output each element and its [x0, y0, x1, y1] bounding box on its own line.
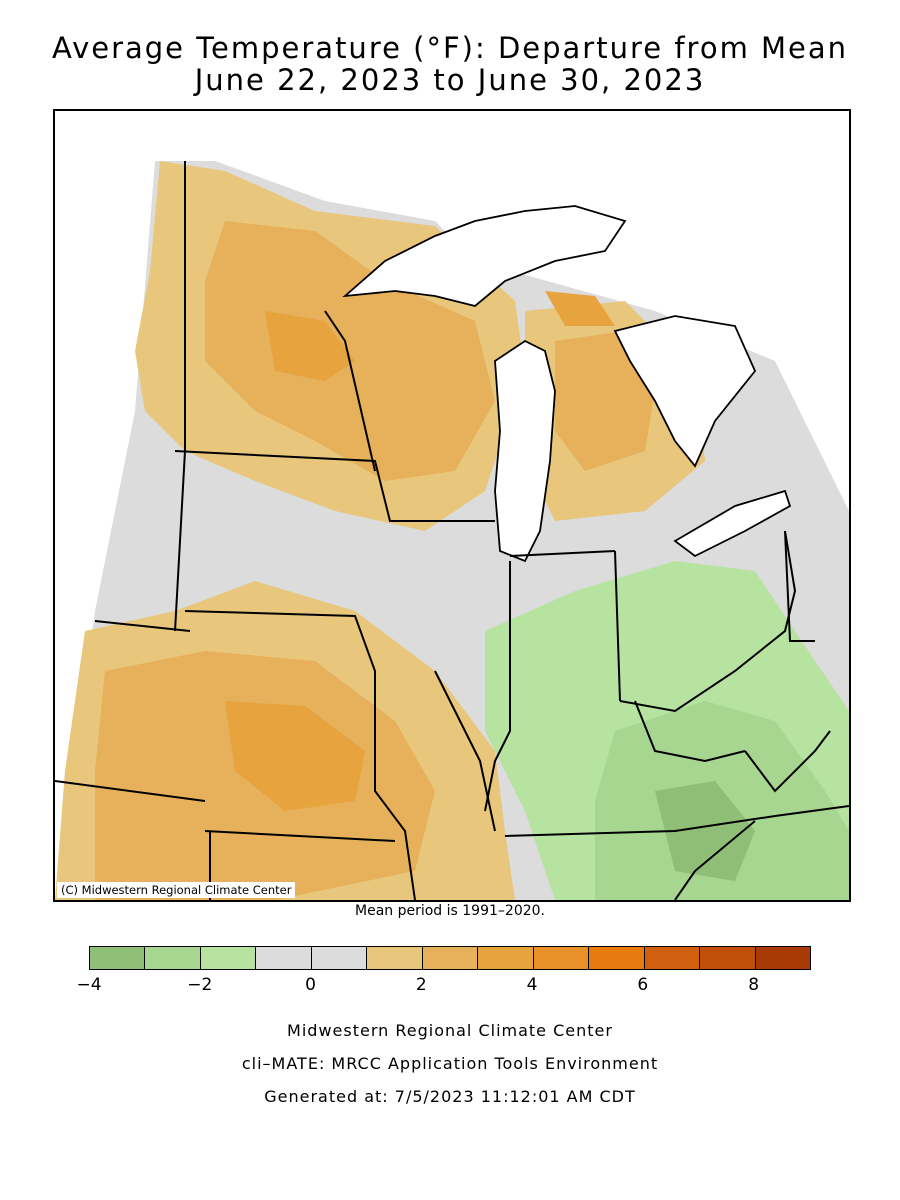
lake-huron: [615, 316, 755, 466]
footer-organization: Midwestern Regional Climate Center: [287, 1021, 613, 1040]
footer-application: cli–MATE: MRCC Application Tools Environ…: [241, 1054, 659, 1073]
legend-tick-label: −2: [187, 975, 213, 995]
legend-tick-label: 0: [305, 975, 316, 995]
legend-swatch: [533, 947, 590, 969]
legend-swatch: [256, 947, 312, 969]
legend-swatch: [90, 947, 146, 969]
legend-swatch: [700, 947, 756, 969]
temperature-departure-map: (C) Midwestern Regional Climate Center: [53, 109, 851, 902]
lake-outlines: [342, 205, 792, 563]
legend-tick-label: 6: [637, 975, 649, 995]
legend-swatch: [644, 947, 701, 969]
mean-period-note: Mean period is 1991–2020.: [355, 903, 545, 919]
color-legend: [89, 946, 811, 970]
cool-anomaly-east-peak: [655, 781, 755, 881]
map-date-range: June 22, 2023 to June 30, 2023: [194, 63, 706, 97]
map-title: Average Temperature (°F): Departure from…: [51, 31, 849, 65]
map-canvas: [55, 161, 849, 900]
warm-anomaly-north-core: [205, 221, 495, 481]
warm-anomaly-eastern-up: [545, 291, 615, 326]
legend-tick-label: 4: [526, 975, 538, 995]
legend-swatch: [367, 947, 423, 969]
legend-tick-label: 2: [415, 975, 427, 995]
legend-swatch: [755, 947, 811, 969]
warm-anomaly-north-peak: [265, 311, 355, 381]
legend-swatch: [311, 947, 368, 969]
lake-superior: [345, 206, 625, 306]
legend-swatch: [589, 947, 645, 969]
legend-swatch: [200, 947, 257, 969]
legend-swatch: [478, 947, 534, 969]
legend-swatch: [145, 947, 201, 969]
warm-anomaly-michigan-core: [555, 331, 655, 471]
map-credit: (C) Midwestern Regional Climate Center: [57, 882, 296, 898]
footer-generated-at: Generated at: 7/5/2023 11:12:01 AM CDT: [264, 1087, 636, 1106]
legend-tick-label: 8: [748, 975, 760, 995]
warm-anomaly-southwest-peak: [225, 701, 365, 811]
lake-erie: [675, 491, 790, 556]
lake-michigan: [495, 341, 555, 561]
legend-swatch: [422, 947, 479, 969]
legend-tick-label: −4: [76, 975, 102, 995]
